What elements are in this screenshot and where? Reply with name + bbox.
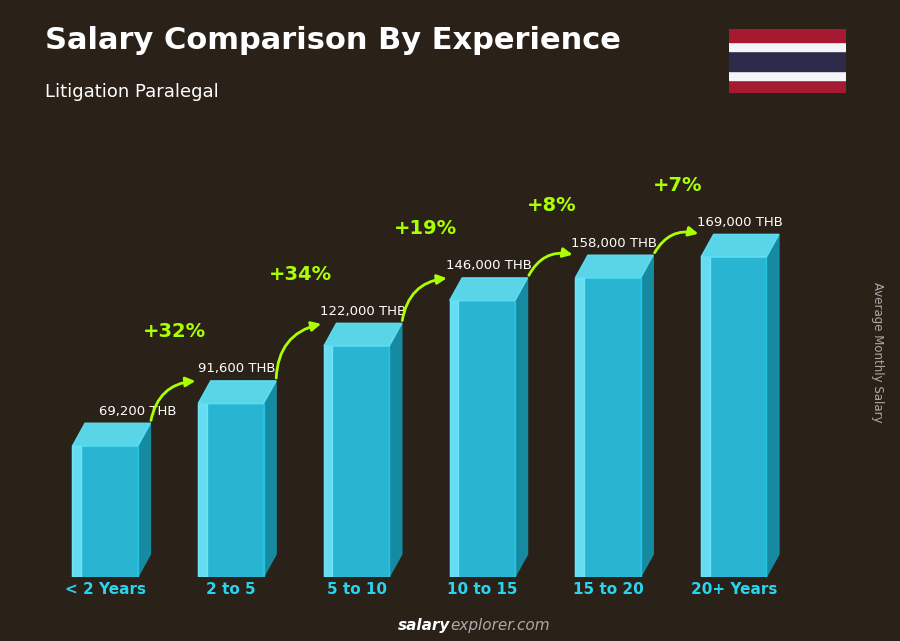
Text: 158,000 THB: 158,000 THB <box>572 237 657 249</box>
Polygon shape <box>701 235 779 257</box>
Bar <box>729 29 846 42</box>
Text: +8%: +8% <box>526 196 576 215</box>
Polygon shape <box>138 423 150 577</box>
Bar <box>729 71 846 80</box>
Polygon shape <box>575 255 653 278</box>
Text: +19%: +19% <box>394 219 457 238</box>
Bar <box>729 42 846 51</box>
Polygon shape <box>198 404 207 577</box>
Polygon shape <box>324 323 401 346</box>
Text: 69,200 THB: 69,200 THB <box>99 404 176 417</box>
Polygon shape <box>73 446 81 577</box>
Polygon shape <box>198 404 264 577</box>
Text: 91,600 THB: 91,600 THB <box>198 362 276 375</box>
Polygon shape <box>450 278 527 301</box>
Text: 122,000 THB: 122,000 THB <box>320 304 406 318</box>
Polygon shape <box>450 301 515 577</box>
Polygon shape <box>575 278 641 577</box>
Text: Salary Comparison By Experience: Salary Comparison By Experience <box>45 26 621 54</box>
Polygon shape <box>324 346 390 577</box>
Bar <box>729 51 846 71</box>
Polygon shape <box>264 381 276 577</box>
Polygon shape <box>450 301 458 577</box>
Text: 169,000 THB: 169,000 THB <box>698 215 783 229</box>
Polygon shape <box>575 278 584 577</box>
Polygon shape <box>641 255 653 577</box>
Text: explorer.com: explorer.com <box>450 619 550 633</box>
Polygon shape <box>198 381 276 404</box>
Polygon shape <box>701 257 709 577</box>
Text: +32%: +32% <box>143 322 206 341</box>
Text: +34%: +34% <box>268 265 331 283</box>
Polygon shape <box>767 235 779 577</box>
Text: +7%: +7% <box>652 176 702 195</box>
Text: salary: salary <box>398 619 450 633</box>
Text: Litigation Paralegal: Litigation Paralegal <box>45 83 219 101</box>
Polygon shape <box>701 257 767 577</box>
Bar <box>729 80 846 93</box>
Text: 146,000 THB: 146,000 THB <box>446 259 532 272</box>
Text: Average Monthly Salary: Average Monthly Salary <box>871 282 884 423</box>
Polygon shape <box>324 346 332 577</box>
Polygon shape <box>390 323 401 577</box>
Polygon shape <box>73 446 138 577</box>
Polygon shape <box>73 423 150 446</box>
Polygon shape <box>515 278 527 577</box>
